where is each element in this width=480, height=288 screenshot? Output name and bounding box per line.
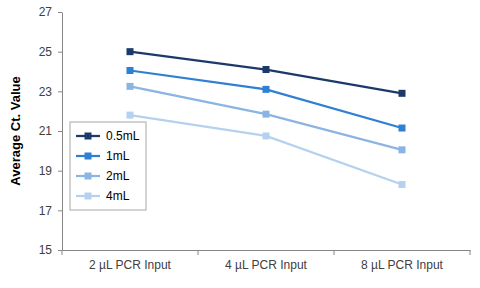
y-tick: 15 (39, 243, 62, 257)
x-axis: 2 µL PCR Input 4 µL PCR Input 8 µL PCR Inp… (62, 250, 471, 272)
y-tick-mark (58, 52, 62, 53)
series-marker (399, 181, 406, 188)
x-tick-label: 2 µL PCR Input (89, 258, 172, 272)
y-tick-label: 21 (39, 124, 53, 138)
series-marker (263, 86, 270, 93)
x-boundary-tick (470, 250, 471, 255)
y-tick-label: 17 (39, 204, 53, 218)
legend-marker (85, 153, 92, 160)
y-tick-label: 15 (39, 243, 53, 257)
series-marker (263, 132, 270, 139)
y-tick-label: 27 (39, 5, 53, 19)
legend-box (70, 122, 146, 210)
y-tick: 17 (39, 204, 62, 218)
x-axis-line (63, 250, 471, 251)
y-tick-mark (58, 171, 62, 172)
x-tick: 4 µL PCR Input (225, 250, 308, 272)
series-marker (263, 66, 270, 73)
y-tick: 27 (39, 5, 62, 19)
legend-marker (85, 133, 92, 140)
y-tick-mark (58, 91, 62, 92)
plot: 15 17 19 21 23 25 27 2 µL PCR Input 4 µL PCR Inp… (39, 5, 471, 271)
x-boundary-tick (62, 250, 63, 255)
series-line (130, 86, 402, 149)
series-marker (399, 125, 406, 132)
x-tick-label: 4 µL PCR Input (225, 258, 308, 272)
y-tick-label: 19 (39, 164, 53, 178)
series-marker (127, 48, 134, 55)
legend-label: 4mL (106, 189, 130, 203)
legend: 0.5mL 1mL 2mL 4mL (70, 122, 146, 210)
x-boundary-tick (334, 250, 335, 255)
y-axis: 15 17 19 21 23 25 27 (39, 5, 63, 257)
series-line (130, 71, 402, 129)
x-boundary-tick (198, 250, 199, 255)
legend-label: 2mL (106, 169, 130, 183)
y-tick: 25 (39, 45, 62, 59)
legend-marker (85, 173, 92, 180)
series-marker (399, 90, 406, 97)
series-area (127, 48, 406, 188)
y-tick: 23 (39, 85, 62, 99)
y-tick: 19 (39, 164, 62, 178)
x-tick: 2 µL PCR Input (89, 250, 172, 272)
y-tick: 21 (39, 124, 62, 138)
legend-marker (85, 193, 92, 200)
x-tick-label: 8 µL PCR Input (361, 258, 444, 272)
series-marker (399, 146, 406, 153)
y-tick-mark (58, 12, 62, 13)
x-tick: 8 µL PCR Input (361, 250, 444, 272)
series-marker (127, 83, 134, 90)
y-tick-mark (58, 210, 62, 211)
legend-label: 1mL (106, 149, 130, 163)
series-line (130, 52, 402, 94)
y-tick-mark (58, 250, 62, 251)
y-axis-line (62, 13, 63, 251)
series-marker (263, 111, 270, 118)
series-marker (127, 112, 134, 119)
series-marker (127, 67, 134, 74)
y-tick-label: 25 (39, 45, 53, 59)
series-line (130, 115, 402, 184)
legend-label: 0.5mL (106, 129, 140, 143)
chart: 15 17 19 21 23 25 27 2 µL PCR Input 4 µL PCR Inp… (0, 0, 480, 288)
y-tick-mark (58, 131, 62, 132)
y-tick-label: 23 (39, 85, 53, 99)
y-axis-title: Average Ct. Value (8, 76, 23, 185)
